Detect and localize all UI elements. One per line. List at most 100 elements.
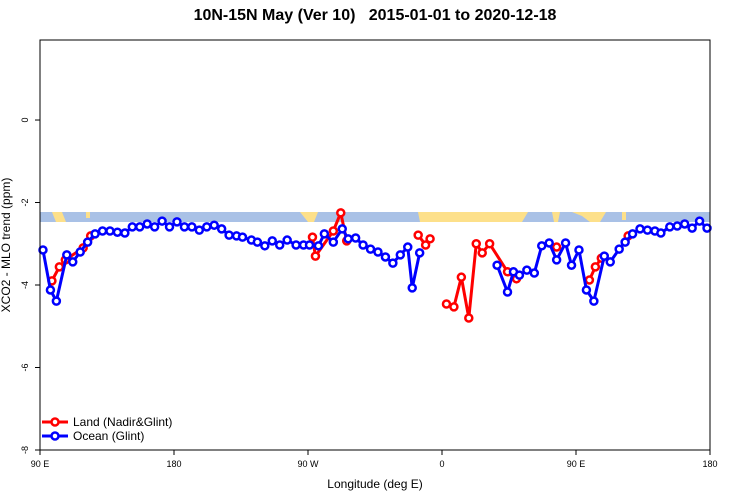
- legend-marker: [50, 431, 60, 441]
- point: [90, 229, 100, 239]
- point: [282, 235, 292, 245]
- point: [54, 262, 65, 272]
- point: [589, 296, 599, 306]
- point: [522, 265, 532, 275]
- point: [544, 238, 554, 248]
- point: [105, 226, 115, 236]
- point: [179, 222, 190, 232]
- x-tick-label: 90 E: [31, 459, 50, 469]
- plot-frame: [39, 39, 711, 451]
- point: [216, 224, 227, 234]
- point: [380, 252, 391, 262]
- point: [492, 260, 502, 270]
- point: [679, 219, 690, 229]
- point: [605, 257, 615, 267]
- point: [551, 242, 562, 252]
- y-tick-label: -8: [20, 446, 30, 454]
- point: [75, 247, 85, 257]
- point: [358, 240, 368, 250]
- point: [252, 237, 263, 247]
- point: [307, 232, 318, 242]
- x-tick-label: 0: [439, 459, 444, 469]
- point: [574, 245, 584, 255]
- point: [614, 244, 624, 254]
- point: [38, 245, 48, 255]
- series: [38, 216, 712, 306]
- point: [529, 268, 540, 278]
- point: [209, 220, 219, 230]
- point: [291, 240, 301, 250]
- point: [414, 248, 425, 258]
- point: [694, 216, 705, 226]
- point: [172, 217, 182, 227]
- point: [477, 248, 487, 258]
- point: [142, 219, 152, 229]
- point: [97, 226, 108, 236]
- point: [336, 208, 346, 218]
- y-axis-label: XCO2 - MLO trend (ppm): [0, 178, 13, 313]
- point: [112, 227, 123, 237]
- point: [502, 287, 513, 297]
- point: [441, 299, 452, 309]
- point: [635, 224, 645, 234]
- legend: Land (Nadir&Glint)Ocean (Glint): [42, 415, 172, 443]
- legend-label: Ocean (Glint): [73, 429, 144, 443]
- point: [164, 222, 175, 232]
- point: [328, 237, 339, 247]
- point: [407, 283, 417, 293]
- x-tick-label: 180: [702, 459, 717, 469]
- point: [590, 262, 601, 272]
- point: [337, 224, 347, 234]
- point: [319, 229, 330, 239]
- y-tick-label: -4: [20, 281, 30, 289]
- point: [310, 251, 321, 261]
- point: [551, 255, 562, 265]
- point: [45, 285, 56, 295]
- point: [82, 237, 93, 247]
- point: [135, 222, 145, 232]
- x-tick-label: 180: [166, 459, 181, 469]
- y-tick-label: 0: [20, 118, 30, 123]
- point: [665, 222, 675, 232]
- point: [194, 225, 205, 235]
- point: [62, 250, 72, 260]
- ocean-strip: [40, 212, 710, 222]
- point: [642, 225, 653, 235]
- x-tick-label: 90 E: [567, 459, 586, 469]
- y-tick-label: -2: [20, 199, 30, 207]
- point: [560, 238, 571, 248]
- point: [537, 241, 547, 251]
- legend-marker: [50, 417, 60, 427]
- x-axis-label: Longitude (deg E): [327, 477, 422, 491]
- point: [395, 250, 406, 260]
- point: [456, 272, 467, 282]
- point: [672, 221, 682, 231]
- point: [120, 228, 130, 238]
- point: [656, 228, 666, 238]
- point: [687, 223, 697, 233]
- point: [413, 230, 423, 240]
- point: [304, 240, 315, 250]
- point: [403, 242, 413, 252]
- point: [702, 223, 712, 233]
- point: [464, 313, 474, 323]
- point: [599, 251, 610, 261]
- point: [68, 257, 78, 267]
- map-strip: [40, 212, 710, 222]
- point: [484, 239, 495, 249]
- point: [187, 222, 197, 232]
- point: [365, 244, 376, 254]
- point: [388, 258, 398, 268]
- point: [343, 234, 353, 244]
- point: [425, 234, 435, 244]
- y-tick-label: -6: [20, 363, 30, 371]
- point: [471, 239, 481, 249]
- point: [149, 222, 160, 232]
- point: [260, 241, 270, 251]
- point: [620, 237, 630, 247]
- point: [267, 236, 278, 246]
- chart-title: 10N-15N May (Ver 10) 2015-01-01 to 2020-…: [194, 7, 557, 24]
- point: [328, 226, 339, 236]
